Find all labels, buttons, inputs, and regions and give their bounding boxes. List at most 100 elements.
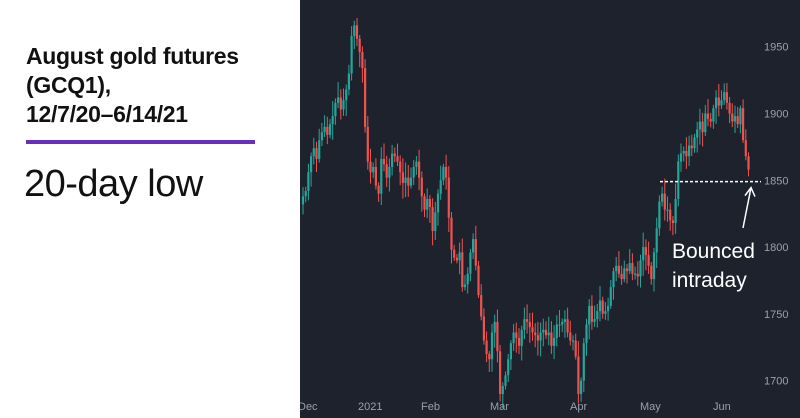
candle-body bbox=[725, 92, 728, 103]
candle bbox=[647, 241, 650, 274]
candle bbox=[412, 159, 415, 186]
candle-body bbox=[447, 177, 450, 218]
candle-body bbox=[526, 319, 529, 322]
candle bbox=[523, 307, 526, 340]
candle bbox=[366, 116, 369, 170]
candle-body bbox=[331, 116, 334, 125]
candle bbox=[455, 253, 458, 264]
candle bbox=[550, 321, 553, 354]
candle-body bbox=[625, 268, 629, 272]
candle-body bbox=[598, 300, 602, 312]
candle-body bbox=[679, 153, 683, 162]
candle-body bbox=[677, 161, 680, 199]
candle-body bbox=[561, 321, 564, 325]
candle-body bbox=[485, 340, 488, 354]
candle-body bbox=[644, 247, 647, 256]
candle bbox=[385, 155, 388, 187]
candle-body bbox=[426, 198, 429, 210]
candle bbox=[696, 121, 699, 153]
candle bbox=[601, 296, 604, 319]
candle-body bbox=[320, 132, 323, 141]
candle bbox=[399, 155, 402, 186]
candle bbox=[428, 195, 431, 223]
candle bbox=[725, 83, 728, 110]
candle bbox=[423, 193, 426, 218]
candle-body bbox=[723, 92, 726, 101]
candle-body bbox=[420, 177, 423, 197]
candle bbox=[666, 196, 669, 222]
candle bbox=[580, 377, 583, 402]
candle-body bbox=[453, 249, 456, 258]
candle bbox=[574, 333, 577, 360]
x-tick-label: Dec bbox=[300, 401, 318, 413]
chart-title-line-3: 12/7/20–6/14/21 bbox=[26, 101, 188, 127]
candle bbox=[436, 189, 440, 226]
candle bbox=[671, 215, 674, 236]
candle bbox=[744, 129, 747, 161]
candle-body bbox=[374, 166, 377, 186]
candle-body bbox=[401, 172, 404, 183]
candle bbox=[688, 135, 691, 166]
candle bbox=[312, 137, 315, 165]
candle bbox=[720, 90, 723, 109]
candle-body bbox=[628, 263, 631, 272]
candle-body bbox=[512, 332, 515, 344]
candle-body bbox=[642, 247, 645, 261]
candle-body bbox=[472, 239, 475, 253]
candle bbox=[442, 163, 445, 186]
candle bbox=[509, 340, 512, 370]
candle-body bbox=[604, 311, 607, 314]
x-axis: Dec 2021 Feb Mar Apr May Jun bbox=[300, 401, 731, 413]
candle-body bbox=[534, 332, 537, 336]
candle bbox=[420, 171, 423, 212]
candle bbox=[439, 165, 442, 200]
candle-body bbox=[544, 329, 548, 336]
candle-body bbox=[528, 321, 531, 328]
candle bbox=[590, 295, 593, 330]
candle bbox=[461, 238, 464, 292]
candle-body bbox=[337, 97, 340, 103]
candle-body bbox=[328, 124, 332, 135]
candle bbox=[569, 320, 572, 346]
candle bbox=[372, 162, 375, 178]
candle bbox=[504, 371, 507, 390]
candle bbox=[361, 46, 364, 83]
candle bbox=[706, 98, 710, 127]
candle bbox=[320, 122, 323, 147]
candle-body bbox=[623, 268, 626, 280]
chart-panel: 1700 1750 1800 1850 1900 1950 Dec 2021 Feb Mar Ap… bbox=[300, 0, 800, 418]
accent-divider bbox=[26, 140, 255, 144]
candle bbox=[380, 147, 383, 205]
candle-body bbox=[647, 255, 650, 266]
candle-body bbox=[650, 265, 653, 280]
candle-body bbox=[631, 263, 634, 274]
candle-body bbox=[709, 118, 712, 122]
candle-body bbox=[350, 36, 353, 74]
candle bbox=[315, 141, 318, 173]
candle-body bbox=[304, 190, 307, 197]
candle-body bbox=[531, 327, 534, 333]
candle-body bbox=[517, 337, 521, 346]
candle bbox=[682, 146, 685, 162]
candle bbox=[685, 137, 688, 169]
candle-body bbox=[612, 271, 615, 288]
candle-body bbox=[315, 148, 318, 159]
candle-body bbox=[520, 329, 523, 346]
candle bbox=[453, 244, 456, 261]
chart-subtitle: 20-day low bbox=[24, 163, 203, 205]
candle bbox=[566, 307, 569, 338]
candle bbox=[604, 302, 607, 320]
candle-body bbox=[688, 145, 691, 157]
candle bbox=[561, 318, 564, 333]
candle-body bbox=[493, 321, 496, 333]
candle bbox=[663, 178, 666, 221]
candle-body bbox=[396, 156, 399, 162]
candle bbox=[396, 143, 399, 167]
candle bbox=[536, 322, 539, 356]
y-tick-label: 1800 bbox=[764, 242, 788, 254]
candle bbox=[512, 323, 515, 351]
x-tick-label: May bbox=[640, 401, 661, 413]
candle bbox=[617, 251, 620, 278]
candle bbox=[585, 318, 588, 356]
candle-body bbox=[334, 102, 337, 117]
